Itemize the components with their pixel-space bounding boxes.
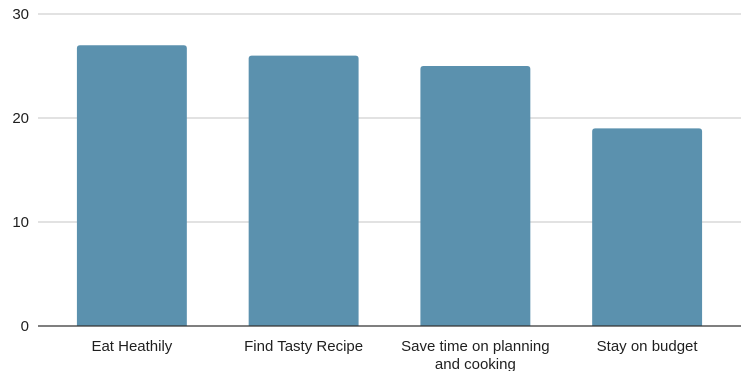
y-tick-label: 30: [12, 6, 29, 23]
bar-1: [248, 55, 359, 326]
bar-3: [592, 128, 703, 326]
y-tick-label: 0: [21, 318, 29, 335]
y-tick-label: 20: [12, 110, 29, 127]
labels: 0 10 20 30 Eat Heathily Find Tasty Recipe Save…: [12, 6, 698, 371]
y-tick-label: 10: [12, 214, 29, 231]
x-tick-label: Eat Heathily: [91, 338, 172, 355]
bars: [76, 45, 703, 326]
x-tick-label: Save time on planning and cooking: [401, 338, 549, 371]
x-tick-label: Stay on budget: [597, 338, 699, 355]
bar-2: [420, 66, 531, 326]
bar-0: [76, 45, 187, 326]
x-tick-label: Find Tasty Recipe: [244, 338, 363, 355]
